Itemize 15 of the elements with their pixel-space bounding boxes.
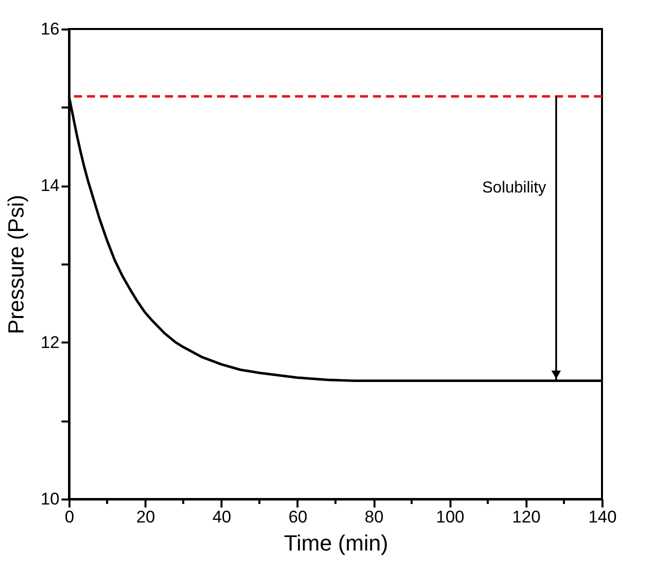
y-axis-title: Pressure (Psi)	[4, 194, 29, 334]
x-tick-label: 20	[136, 508, 156, 526]
y-tick-label: 14	[40, 176, 60, 196]
x-tick-label: 60	[288, 508, 308, 526]
x-tick-label: 100	[436, 508, 464, 526]
x-tick-label: 0	[64, 508, 74, 526]
x-tick-label: 40	[212, 508, 232, 526]
x-tick-label: 120	[512, 508, 541, 526]
y-tick-label: 16	[40, 20, 60, 38]
y-tick-label: 12	[40, 332, 60, 352]
x-axis-title: Time (min)	[284, 530, 388, 556]
y-tick-label: 10	[40, 490, 60, 508]
x-tick-label: 140	[588, 508, 617, 526]
annotation: Solubility	[482, 179, 546, 196]
x-tick-label: 80	[364, 508, 384, 526]
